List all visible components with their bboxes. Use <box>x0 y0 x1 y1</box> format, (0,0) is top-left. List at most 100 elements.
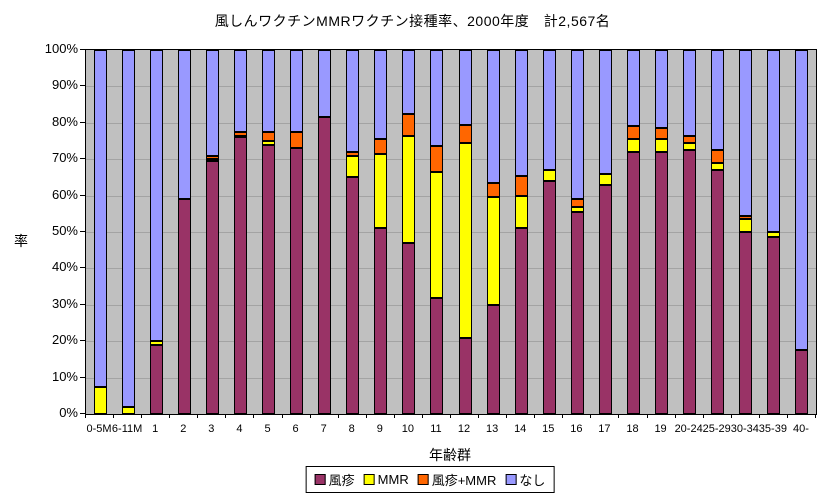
bar-segment-mmr <box>627 139 640 152</box>
bar-segment-rubella <box>430 297 444 414</box>
bar-4 <box>233 50 247 414</box>
y-tick-mark <box>80 121 85 123</box>
bar-segment-none <box>627 50 640 127</box>
legend: 風疹 MMR 風疹+MMR なし <box>305 466 555 493</box>
y-tick-label: 100% <box>44 41 78 56</box>
bar-6-11M <box>121 50 135 414</box>
gridline <box>86 341 816 343</box>
y-tick-label: 90% <box>51 77 78 93</box>
bar-segment-mmr <box>767 232 781 238</box>
bar-segment-mmr <box>149 341 163 345</box>
bar-19 <box>655 50 669 414</box>
x-tick-label: 8 <box>348 423 355 435</box>
bar-segment-none <box>121 50 135 407</box>
bar-segment-rubella-mmr <box>655 128 669 140</box>
bar-segment-rubella <box>318 117 332 414</box>
x-tick-mark <box>365 414 367 418</box>
y-tick-mark <box>80 85 85 87</box>
bar-segment-mmr <box>93 386 107 414</box>
x-tick-label: 19 <box>654 423 667 435</box>
bar-9 <box>374 50 388 414</box>
x-tick-mark <box>309 414 311 418</box>
gridline <box>86 195 816 197</box>
bar-1 <box>149 50 163 414</box>
bar-segment-mmr <box>542 170 556 182</box>
bar-segment-rubella <box>374 228 388 414</box>
bar-7 <box>318 50 332 414</box>
y-tick-label: 30% <box>51 295 78 311</box>
bar-18 <box>627 50 640 414</box>
bar-segment-none <box>177 50 191 200</box>
y-tick-label: 20% <box>51 332 78 348</box>
x-tick-label: 5 <box>264 423 271 435</box>
bar-segment-none <box>374 50 388 140</box>
bar-segment-rubella-mmr <box>514 175 528 196</box>
gridline <box>86 122 816 124</box>
bar-segment-rubella <box>739 232 753 414</box>
bar-segment-none <box>262 50 275 132</box>
x-tick-label: 10 <box>401 423 414 435</box>
x-tick-label: 3 <box>208 423 215 435</box>
bar-segment-mmr <box>514 195 528 229</box>
x-tick-mark <box>421 414 423 418</box>
bar-segment-rubella <box>570 211 584 414</box>
bar-segment-none <box>795 50 809 351</box>
bar-segment-none <box>767 50 781 232</box>
bar-13 <box>486 50 500 414</box>
y-tick-label: 60% <box>51 186 78 202</box>
bar-segment-none <box>683 50 697 136</box>
bar-segment-rubella-mmr <box>430 146 444 172</box>
x-tick-label: 11 <box>430 423 442 435</box>
bar-segment-rubella <box>205 161 219 414</box>
x-tick-mark <box>730 414 732 418</box>
x-tick-mark <box>141 414 143 418</box>
x-tick-mark <box>113 414 115 418</box>
legend-swatch-rubella <box>314 474 326 485</box>
bar-segment-rubella <box>542 181 556 414</box>
y-tick-mark <box>80 267 85 269</box>
y-tick-mark <box>80 376 85 378</box>
bar-segment-rubella-mmr <box>627 126 640 140</box>
x-tick-mark <box>225 414 227 418</box>
gridline <box>86 304 816 306</box>
bar-segment-rubella-mmr <box>262 131 275 141</box>
x-tick-label: 4 <box>236 423 243 435</box>
bar-segment-rubella-mmr <box>205 155 219 160</box>
bar-segment-none <box>318 50 332 118</box>
x-tick-mark <box>534 414 536 418</box>
bar-segment-none <box>739 50 753 216</box>
bar-segment-mmr <box>121 406 135 414</box>
y-tick-mark <box>80 340 85 342</box>
bar-segment-mmr <box>430 171 444 298</box>
bar-segment-rubella <box>262 144 275 414</box>
bar-25-29 <box>711 50 725 414</box>
bar-segment-mmr <box>233 135 247 138</box>
bar-segment-none <box>233 50 247 132</box>
x-tick-label: 16 <box>570 423 583 435</box>
bar-segment-rubella <box>290 148 304 414</box>
x-tick-label: 9 <box>376 423 383 435</box>
bar-35-39 <box>767 50 781 414</box>
bar-segment-none <box>346 50 360 152</box>
x-tick-label: 15 <box>542 423 555 435</box>
bar-segment-mmr <box>683 142 697 151</box>
bar-segment-rubella-mmr <box>683 135 697 143</box>
bar-segment-none <box>290 50 304 132</box>
legend-item-rubella-mmr: 風疹+MMR <box>417 470 496 489</box>
bar-14 <box>514 50 528 414</box>
legend-swatch-none <box>505 474 517 485</box>
gridline <box>86 159 816 161</box>
x-tick-mark <box>337 414 339 418</box>
bar-segment-rubella-mmr <box>458 124 472 143</box>
x-tick-mark <box>786 414 788 418</box>
bar-10 <box>402 50 416 414</box>
y-tick-label: 70% <box>51 150 78 166</box>
y-axis-title: 率 <box>14 233 28 249</box>
y-tick-label: 40% <box>51 259 78 275</box>
x-tick-label: 14 <box>514 423 527 435</box>
y-tick-label: 0% <box>59 405 78 420</box>
x-tick-mark <box>702 414 704 418</box>
gridline <box>86 86 816 88</box>
x-tick-label: 25-29 <box>702 423 731 435</box>
bar-segment-mmr <box>486 197 500 305</box>
